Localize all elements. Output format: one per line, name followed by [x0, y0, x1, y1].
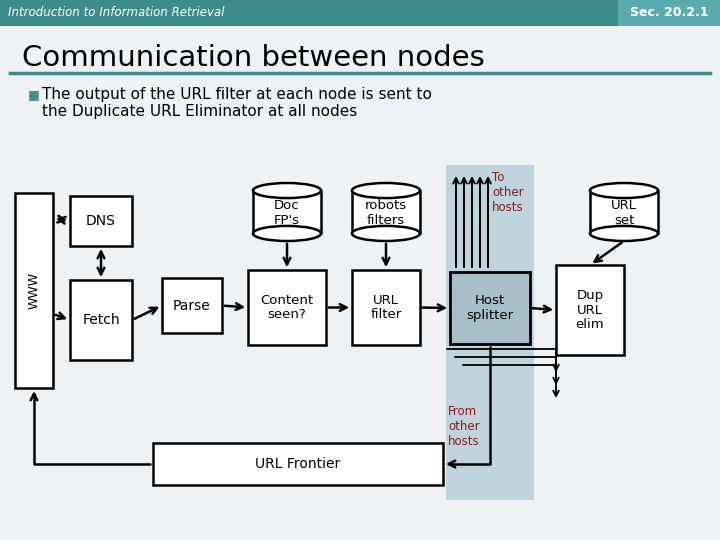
Text: robots
filters: robots filters [365, 199, 407, 227]
Ellipse shape [352, 226, 420, 241]
Ellipse shape [352, 183, 420, 198]
Bar [15, 193, 53, 388]
Ellipse shape [253, 226, 321, 241]
Bar [162, 278, 222, 333]
Text: URL Frontier: URL Frontier [256, 457, 341, 471]
Text: ■: ■ [28, 88, 40, 101]
Text: Dup
URL
elim: Dup URL elim [576, 288, 604, 332]
Bar [352, 191, 420, 233]
Bar [248, 270, 326, 345]
Text: Communication between nodes: Communication between nodes [22, 44, 485, 72]
Text: Content
seen?: Content seen? [261, 294, 314, 321]
Bar [590, 191, 658, 233]
Ellipse shape [590, 226, 658, 241]
Text: WWW: WWW [27, 272, 40, 309]
Text: Sec. 20.2.1: Sec. 20.2.1 [630, 6, 708, 19]
Bar [618, 0, 720, 26]
Text: URL
filter: URL filter [370, 294, 402, 321]
Bar [450, 272, 530, 344]
Ellipse shape [590, 183, 658, 198]
Text: Parse: Parse [173, 299, 211, 313]
Text: Introduction to Information Retrieval: Introduction to Information Retrieval [8, 6, 225, 19]
Bar [153, 443, 443, 485]
Bar [446, 165, 534, 500]
Bar [556, 265, 624, 355]
Text: Fetch: Fetch [82, 313, 120, 327]
Bar [0, 0, 720, 26]
Text: From
other
hosts: From other hosts [448, 405, 480, 448]
Text: To
other
hosts: To other hosts [492, 171, 523, 214]
Text: The output of the URL filter at each node is sent to: The output of the URL filter at each nod… [42, 87, 432, 102]
Ellipse shape [253, 183, 321, 198]
Text: Doc
FP's: Doc FP's [274, 199, 300, 227]
Bar [70, 196, 132, 246]
Bar [253, 191, 321, 233]
Text: Host
splitter: Host splitter [467, 294, 513, 322]
Bar [70, 280, 132, 360]
Bar [352, 270, 420, 345]
Text: URL
set: URL set [611, 199, 637, 227]
Text: DNS: DNS [86, 214, 116, 228]
Text: the Duplicate URL Eliminator at all nodes: the Duplicate URL Eliminator at all node… [42, 104, 357, 119]
